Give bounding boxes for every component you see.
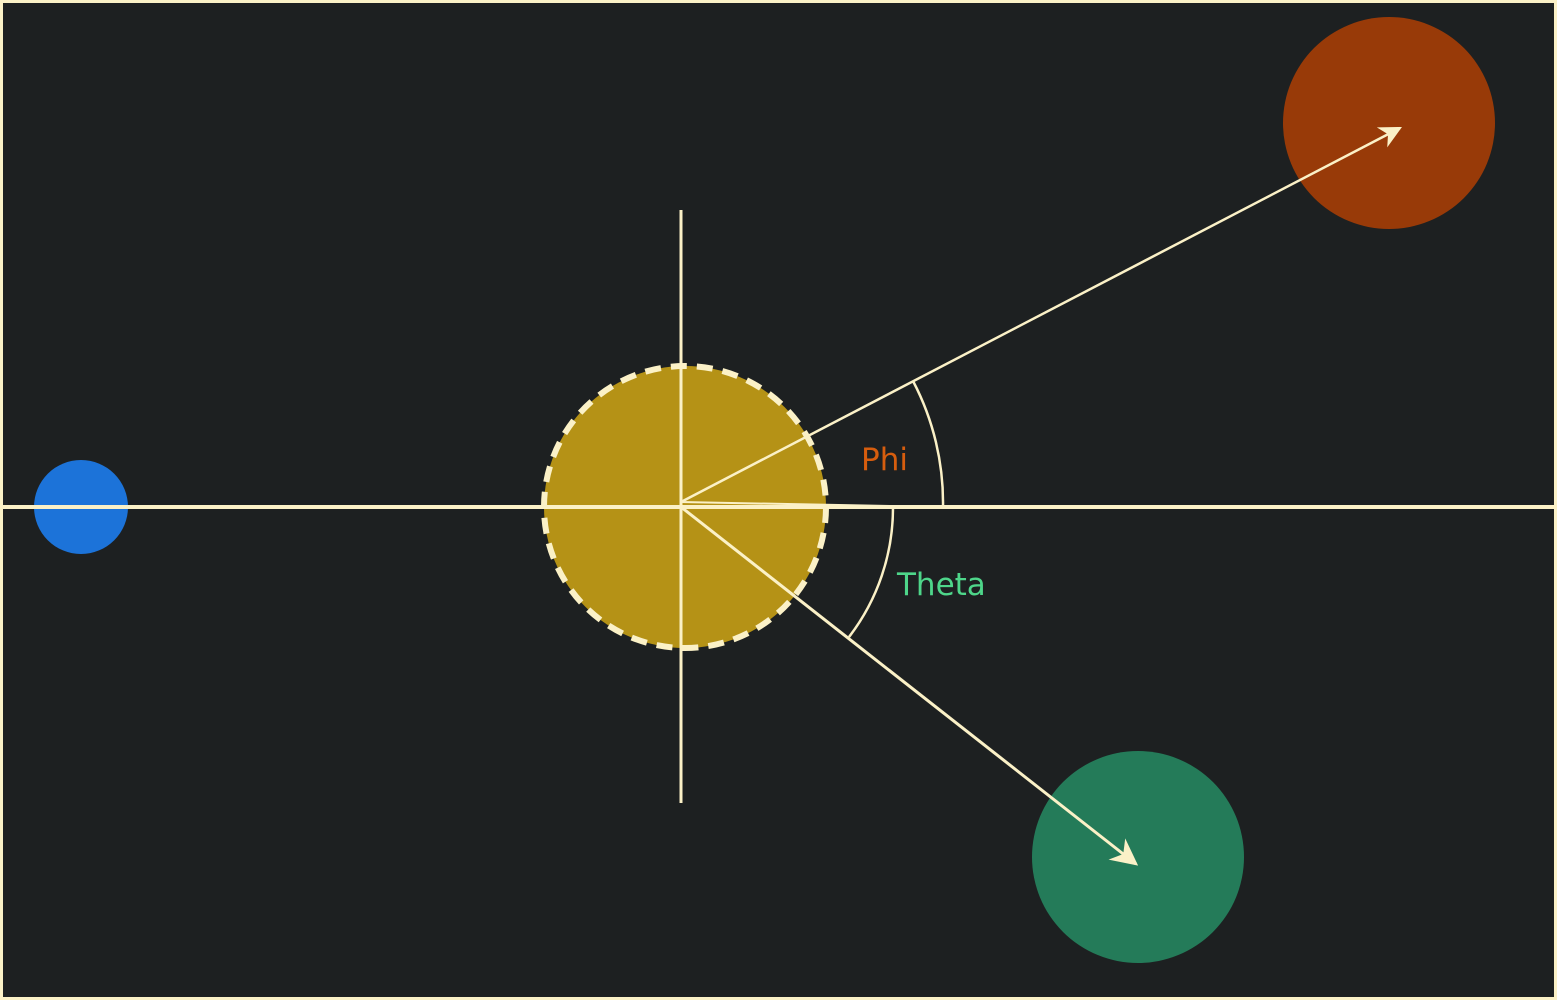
upper-vector-arrow [680,126,1402,504]
phi-arc [911,380,945,508]
theta-label: Theta [896,567,986,603]
theta-arc [848,506,895,638]
reference-line [680,501,944,508]
upper-right-body [1283,17,1495,229]
lower-vector-arrow [680,505,1139,866]
phi-label: Phi [861,442,908,478]
lower-right-body [1032,751,1244,963]
